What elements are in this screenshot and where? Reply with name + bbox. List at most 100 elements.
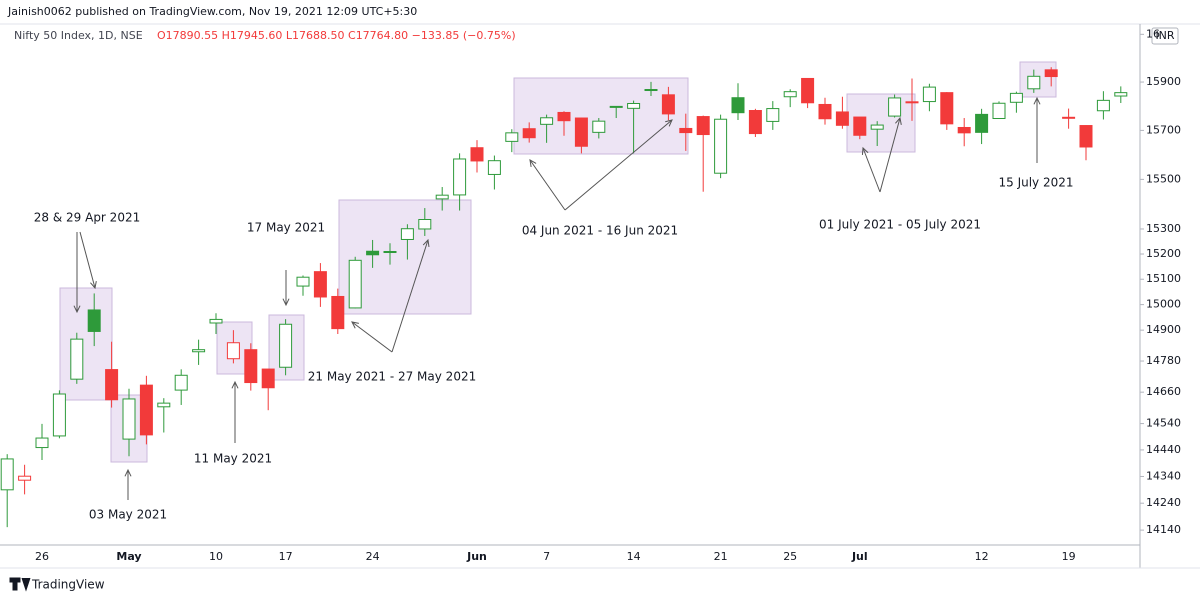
y-tick-label: 15700 bbox=[1146, 123, 1181, 136]
candle-body bbox=[1079, 125, 1093, 148]
y-tick-label: 14440 bbox=[1146, 443, 1181, 456]
highlight-box bbox=[513, 77, 689, 155]
arrow-line bbox=[79, 231, 96, 289]
candle-body bbox=[905, 101, 919, 104]
candle-body bbox=[174, 374, 188, 391]
symbol: Nifty 50 Index, 1D, NSE bbox=[14, 29, 143, 42]
candle-body bbox=[540, 117, 554, 125]
candle-body bbox=[1027, 75, 1041, 90]
candle-body bbox=[261, 368, 275, 389]
candle-body bbox=[731, 97, 745, 114]
candle-body bbox=[313, 271, 327, 298]
candle-body bbox=[209, 318, 223, 324]
candle-body bbox=[1062, 116, 1076, 119]
candle-body bbox=[383, 251, 397, 254]
candle-body bbox=[801, 77, 815, 104]
candle-body bbox=[157, 402, 171, 408]
candle-body bbox=[1114, 92, 1128, 97]
candle-body bbox=[592, 120, 606, 133]
candle-body bbox=[70, 338, 84, 380]
candle-body bbox=[52, 393, 66, 437]
annotation: 21 May 2021 - 27 May 2021 bbox=[308, 370, 476, 384]
candle-body bbox=[418, 219, 432, 230]
arrow-head bbox=[861, 146, 869, 156]
x-tick-label: 25 bbox=[783, 550, 797, 563]
y-tick-label: 15900 bbox=[1146, 75, 1181, 88]
candle-body bbox=[1044, 69, 1058, 78]
x-tick-label: Jun bbox=[466, 550, 487, 563]
y-tick-label: 14140 bbox=[1146, 523, 1181, 536]
candle-body bbox=[644, 89, 658, 92]
y-tick-label: 15100 bbox=[1146, 272, 1181, 285]
y-tick-label: 14540 bbox=[1146, 417, 1181, 430]
annotation: 11 May 2021 bbox=[194, 452, 272, 466]
annotation: 15 July 2021 bbox=[998, 176, 1073, 190]
x-tick-label: 17 bbox=[279, 550, 293, 563]
candle-body bbox=[139, 384, 153, 436]
candle-body bbox=[957, 126, 971, 134]
candle-body bbox=[487, 160, 501, 175]
arrow-line bbox=[862, 147, 881, 193]
candle-body bbox=[627, 102, 641, 109]
candle-body bbox=[818, 103, 832, 120]
y-tick-label: 14340 bbox=[1146, 469, 1181, 482]
candle-body bbox=[400, 228, 414, 240]
candle-body bbox=[888, 97, 902, 117]
x-tick-label: 19 bbox=[1062, 550, 1076, 563]
candle-body bbox=[609, 105, 623, 108]
arrow-line bbox=[564, 119, 673, 211]
arrow-line bbox=[391, 239, 429, 353]
candle-body bbox=[748, 110, 762, 135]
candle-body bbox=[696, 116, 710, 136]
plot: 14140 14240 14340 14440 14540 14660 14780 14900… bbox=[0, 27, 1181, 563]
x-tick-label: 24 bbox=[366, 550, 380, 563]
candle-body bbox=[87, 309, 101, 332]
candle-body bbox=[470, 147, 484, 162]
candle-body bbox=[766, 108, 780, 122]
logo-icon bbox=[9, 577, 31, 592]
logo: TradingView bbox=[31, 578, 105, 592]
x-tick-label: 12 bbox=[975, 550, 989, 563]
arrow-head bbox=[73, 305, 81, 314]
candle-body bbox=[992, 102, 1006, 120]
quote: O17890.55 H17945.60 L17688.50 C17764.80 … bbox=[157, 29, 516, 42]
annotation: 04 Jun 2021 - 16 Jun 2021 bbox=[522, 224, 678, 238]
publisher: Jainish0062 published on TradingView.com… bbox=[7, 5, 417, 18]
candle-body bbox=[226, 342, 240, 360]
arrow-head bbox=[895, 116, 902, 125]
annotation: 28 & 29 Apr 2021 bbox=[34, 211, 140, 225]
candle-body bbox=[574, 117, 588, 147]
arrow-head bbox=[124, 468, 132, 477]
y-tick-label: 16 bbox=[1146, 27, 1160, 40]
candle-body bbox=[975, 113, 989, 133]
annotation: 01 July 2021 - 05 July 2021 bbox=[819, 218, 981, 232]
candle-body bbox=[661, 94, 675, 115]
candle-body bbox=[783, 91, 797, 98]
candle-body bbox=[835, 111, 849, 126]
candle-body bbox=[105, 369, 119, 401]
y-tick-label: 14780 bbox=[1146, 354, 1181, 367]
arrow-head bbox=[282, 298, 290, 307]
arrow-line bbox=[351, 321, 393, 353]
candle-body bbox=[557, 111, 571, 122]
candle-body bbox=[348, 259, 362, 309]
y-tick-label: 15500 bbox=[1146, 172, 1181, 185]
x-tick-label: May bbox=[116, 550, 141, 563]
candle-body bbox=[853, 116, 867, 136]
highlight-box bbox=[846, 93, 916, 153]
x-tick-label: 10 bbox=[209, 550, 223, 563]
candle-body bbox=[279, 323, 293, 368]
candle-body bbox=[1096, 99, 1110, 112]
highlight-box bbox=[59, 287, 113, 401]
y-tick-label: 15000 bbox=[1146, 298, 1181, 311]
annotation: 17 May 2021 bbox=[247, 221, 325, 235]
candle-body bbox=[18, 475, 32, 481]
candle-body bbox=[366, 250, 380, 256]
y-tick-label: 14240 bbox=[1146, 496, 1181, 509]
candle-body bbox=[453, 158, 467, 196]
candle-body bbox=[940, 92, 954, 125]
candle-body bbox=[296, 276, 310, 287]
candle-body bbox=[35, 437, 49, 449]
currency-box bbox=[1151, 27, 1179, 45]
